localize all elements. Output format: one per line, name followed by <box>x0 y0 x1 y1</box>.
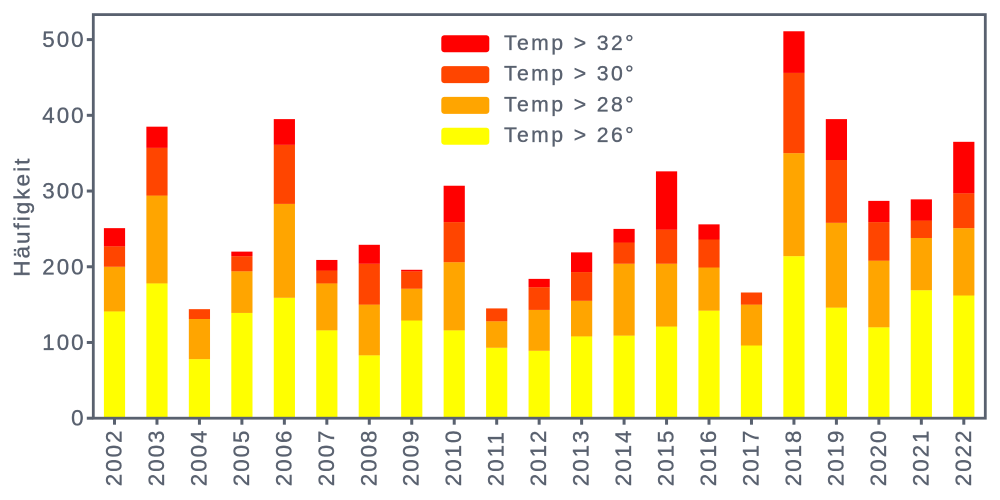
svg-text:2004: 2004 <box>186 429 211 487</box>
svg-text:2012: 2012 <box>526 429 551 487</box>
svg-text:2021: 2021 <box>908 429 933 487</box>
svg-text:Temp > 26°: Temp > 26° <box>504 124 636 147</box>
svg-text:2002: 2002 <box>102 429 127 487</box>
svg-text:2009: 2009 <box>399 429 424 487</box>
svg-text:2018: 2018 <box>781 429 806 487</box>
svg-text:2015: 2015 <box>654 429 679 487</box>
svg-text:2008: 2008 <box>356 429 381 487</box>
svg-text:0: 0 <box>71 406 85 431</box>
svg-text:2006: 2006 <box>271 429 296 487</box>
svg-text:2017: 2017 <box>738 429 763 487</box>
svg-text:Temp > 32°: Temp > 32° <box>504 32 636 55</box>
svg-text:2022: 2022 <box>951 429 976 487</box>
svg-text:2007: 2007 <box>314 429 339 487</box>
svg-text:2020: 2020 <box>866 429 891 487</box>
svg-text:2010: 2010 <box>441 429 466 487</box>
svg-text:Temp > 30°: Temp > 30° <box>504 63 636 86</box>
svg-text:2016: 2016 <box>696 429 721 487</box>
svg-text:2005: 2005 <box>229 429 254 487</box>
svg-text:2003: 2003 <box>144 429 169 487</box>
svg-text:2019: 2019 <box>823 429 848 487</box>
svg-text:500: 500 <box>42 27 85 52</box>
svg-text:200: 200 <box>42 254 85 279</box>
svg-text:Temp > 28°: Temp > 28° <box>504 93 636 116</box>
svg-text:2013: 2013 <box>569 429 594 487</box>
svg-text:2014: 2014 <box>611 429 636 487</box>
svg-text:Häufigkeit: Häufigkeit <box>10 157 35 277</box>
svg-text:100: 100 <box>42 330 85 355</box>
svg-text:2011: 2011 <box>484 430 509 486</box>
svg-text:400: 400 <box>42 103 85 128</box>
svg-text:300: 300 <box>42 179 85 204</box>
